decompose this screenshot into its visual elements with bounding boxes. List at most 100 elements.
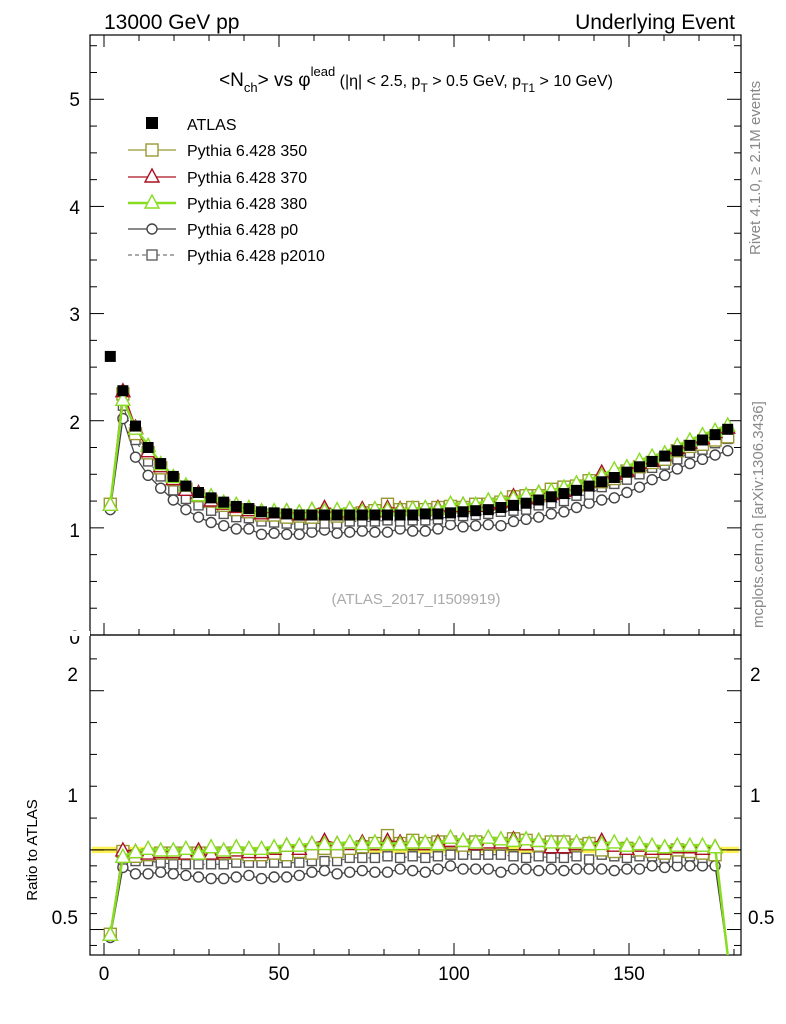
main-point-32 — [507, 515, 520, 528]
main-series-group — [102, 350, 736, 540]
ratio-point-24 — [407, 851, 418, 862]
atlas-point-16 — [306, 509, 318, 521]
main-point-28 — [457, 521, 469, 533]
main-point-9 — [217, 520, 230, 532]
ratio-point-39 — [593, 835, 610, 851]
atlas-point-42 — [634, 461, 645, 473]
ytick-main-4: 4 — [69, 198, 80, 219]
ratio-point-9 — [217, 872, 230, 885]
ratio-point-25 — [419, 866, 431, 878]
ratio-point-16 — [306, 866, 318, 878]
ratio-point-22 — [379, 835, 396, 851]
ratio-point-8 — [202, 838, 220, 854]
ratio-point-14 — [278, 836, 295, 852]
ratio-point-11 — [243, 869, 255, 882]
main-point-39 — [596, 494, 608, 506]
ratio-panel — [89, 634, 742, 956]
ratio-point-28 — [454, 831, 472, 848]
ratio-point-1 — [114, 847, 132, 863]
atlas-point-24 — [407, 509, 419, 521]
atlas-point-23 — [394, 509, 406, 521]
atlas-point-5 — [167, 470, 179, 482]
atlas-point-15 — [293, 509, 305, 521]
ratio-point-37 — [568, 833, 585, 849]
header-right: Underlying Event — [575, 11, 735, 34]
ratio-point-34 — [530, 831, 547, 848]
legend: ATLAS Pythia 6.428 350 Pythia 6.428 370 … — [128, 117, 325, 265]
main-point-29 — [470, 520, 482, 532]
atlas-point-18 — [331, 509, 343, 521]
ratio-point-7 — [193, 859, 204, 870]
atlas-point-25 — [419, 508, 431, 520]
ytick-main-0: 0 — [69, 628, 80, 649]
main-point-22 — [381, 526, 394, 538]
atlas-point-17 — [319, 509, 330, 521]
main-point-21 — [369, 526, 381, 538]
ratio-point-39 — [596, 863, 608, 875]
ratio-point-15 — [291, 836, 308, 852]
ratio-point-4 — [152, 841, 169, 857]
main-point-45 — [671, 463, 683, 475]
main-point-8 — [205, 516, 217, 529]
ratio-point-35 — [546, 852, 557, 864]
main-pythia-6.428-p0 — [104, 412, 734, 540]
ratio-point-13 — [265, 838, 283, 854]
ratio-point-29 — [467, 833, 484, 849]
ytick-main-3: 3 — [69, 305, 80, 326]
ratio-point-24 — [407, 864, 419, 877]
ratio-point-3 — [139, 839, 157, 856]
axis-ticks — [90, 35, 741, 955]
atlas-point-12 — [256, 506, 267, 518]
ratio-point-13 — [268, 871, 280, 883]
title-sup1: lead — [311, 64, 336, 79]
ratio-point-28 — [457, 863, 469, 875]
ratio-point-21 — [366, 833, 384, 849]
legend-marker-370 — [143, 167, 161, 183]
ratio-point-15 — [293, 869, 305, 882]
atlas-point-45 — [671, 445, 683, 457]
main-point-42 — [633, 481, 646, 493]
ratio-point-38 — [580, 835, 598, 851]
ratio-point-33 — [520, 863, 532, 875]
legend-marker-p2010 — [146, 249, 158, 261]
tick-labels: 0 1 2 3 4 5 0.5 1 2 0.5 1 2 0 50 100 150 — [52, 90, 775, 985]
rivet-label: Rivet 4.1.0, ≥ 2.1M events — [747, 81, 764, 255]
ratio-point-44 — [656, 838, 673, 854]
atlas-point-39 — [596, 476, 608, 488]
ratio-point-46 — [681, 836, 699, 852]
ratio-point-27 — [444, 860, 457, 872]
ratio-point-19 — [341, 833, 358, 849]
atlas-point-2 — [130, 420, 141, 432]
main-point-18 — [331, 527, 343, 539]
ratio-point-18 — [328, 835, 346, 851]
ratio-point-26 — [432, 863, 444, 875]
main-point-19 — [344, 526, 356, 538]
atlas-point-13 — [268, 507, 280, 519]
atlas-point-44 — [659, 450, 671, 462]
ratio-point-7 — [192, 871, 205, 883]
atlas-point-37 — [571, 484, 582, 496]
ratio-point-22 — [381, 866, 394, 878]
main-point-40 — [608, 492, 620, 504]
ratio-point-20 — [357, 852, 368, 864]
title-part3: (|η| < 2.5, p — [335, 73, 420, 90]
ratio-point-25 — [417, 833, 434, 849]
ytick-ratio-left-1: 1 — [67, 786, 78, 807]
legend-label-p2010: Pythia 6.428 p2010 — [187, 248, 325, 265]
ratio-point-14 — [281, 871, 293, 883]
title-sub3: T1 — [521, 81, 535, 95]
main-point-1 — [114, 390, 132, 406]
ytick-ratio-left-2: 2 — [67, 665, 78, 686]
main-point-30 — [482, 518, 494, 531]
ratio-point-22 — [382, 851, 393, 862]
legend-label-380: Pythia 6.428 380 — [187, 196, 307, 213]
main-point-15 — [293, 528, 305, 540]
ratio-point-34 — [533, 851, 544, 862]
title-sub2: T — [420, 81, 428, 95]
xtick-0: 0 — [99, 964, 110, 985]
atlas-point-29 — [470, 505, 482, 517]
atlas-point-28 — [457, 506, 469, 518]
ratio-point-18 — [331, 868, 343, 880]
legend-label-370: Pythia 6.428 370 — [187, 170, 307, 187]
main-point-34 — [533, 511, 545, 523]
